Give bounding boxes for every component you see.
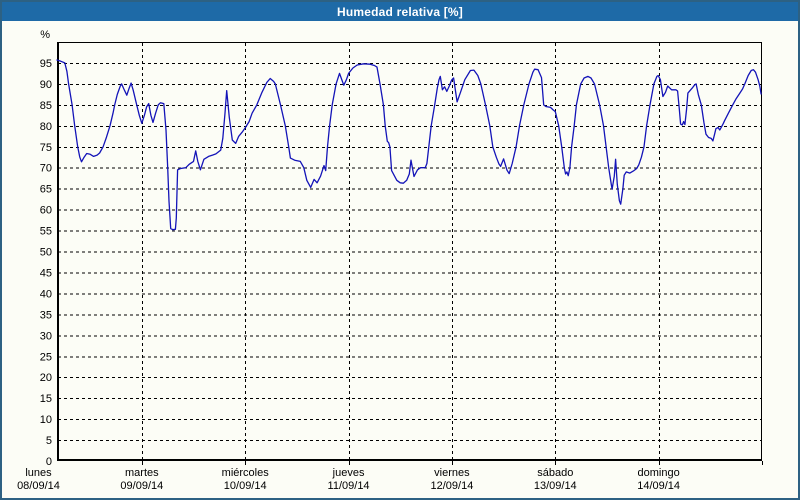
x-date-label: 11/09/14 bbox=[328, 480, 370, 492]
y-tick-label: 90 bbox=[40, 79, 52, 91]
chart-content: 0 5 10 15 20 25 30 35 40 45 50 55 60 65 70 75 80 85 90 95% l… bbox=[2, 21, 798, 498]
y-tick-label: 40 bbox=[40, 288, 52, 300]
x-day-label: sábado bbox=[537, 467, 573, 479]
y-tick-label: 5 bbox=[46, 435, 52, 447]
y-tick-label: 75 bbox=[40, 142, 52, 154]
x-day-label: martes bbox=[125, 467, 159, 479]
x-date-label: 08/09/14 bbox=[17, 480, 60, 492]
y-tick-label: 30 bbox=[40, 330, 52, 342]
y-tick-label: 60 bbox=[40, 205, 52, 217]
title-bar: Humedad relativa [%] bbox=[2, 2, 798, 21]
y-tick-label: 50 bbox=[40, 247, 52, 259]
humidity-chart: 0 5 10 15 20 25 30 35 40 45 50 55 60 65 70 75 80 85 90 95% l… bbox=[17, 29, 763, 492]
x-day-label: miércoles bbox=[222, 467, 270, 479]
x-date-label: 12/09/14 bbox=[431, 480, 474, 492]
x-day-label: jueves bbox=[332, 467, 365, 479]
y-tick-label: 0 bbox=[46, 456, 52, 468]
y-tick-label: 20 bbox=[40, 372, 52, 384]
y-tick-label: 45 bbox=[40, 267, 52, 279]
humidity-series-line bbox=[56, 59, 762, 231]
x-date-label: 09/09/14 bbox=[120, 480, 163, 492]
y-tick-label: 80 bbox=[40, 121, 52, 133]
x-date-label: 13/09/14 bbox=[534, 480, 577, 492]
x-date-label: 14/09/14 bbox=[637, 480, 680, 492]
y-tick-label: 55 bbox=[40, 226, 52, 238]
x-day-label: domingo bbox=[638, 467, 680, 479]
x-date-label: 10/09/14 bbox=[224, 480, 267, 492]
y-axis-unit-label: % bbox=[40, 29, 50, 41]
y-tick-label: 65 bbox=[40, 184, 52, 196]
y-tick-label: 95 bbox=[40, 58, 52, 70]
plot-border bbox=[57, 42, 762, 461]
y-tick-label: 25 bbox=[40, 351, 52, 363]
y-tick-label: 35 bbox=[40, 309, 52, 321]
y-tick-label: 15 bbox=[40, 393, 52, 405]
x-day-label: lunes bbox=[25, 467, 52, 479]
x-day-label: viernes bbox=[434, 467, 470, 479]
y-tick-label: 70 bbox=[40, 163, 52, 175]
y-tick-label: 10 bbox=[40, 414, 52, 426]
chart-title: Humedad relativa [%] bbox=[336, 4, 464, 19]
y-tick-label: 85 bbox=[40, 100, 52, 112]
